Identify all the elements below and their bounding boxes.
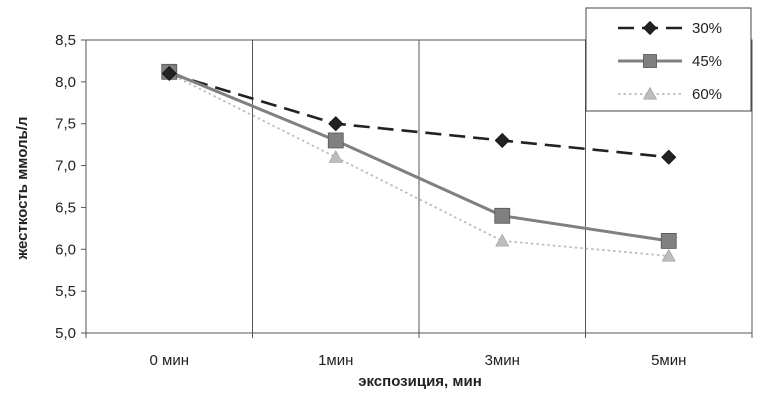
series-marker-2 <box>495 233 510 247</box>
x-tick-label: 3мин <box>485 352 520 369</box>
series-line-0 <box>168 72 669 159</box>
legend-label-0: 30% <box>692 20 722 37</box>
series-marker-0 <box>494 132 510 149</box>
x-axis-ticks: 0 мин 1мин 3мин 5мин <box>85 333 753 369</box>
x-axis-title: экспозиция, мин <box>358 373 482 390</box>
y-tick-label: 7,5 <box>55 116 76 133</box>
x-tick-label: 1мин <box>318 352 353 369</box>
series-lines <box>168 70 669 257</box>
y-tick-label: 8,5 <box>55 32 76 49</box>
legend: 30% 45% 60% <box>585 7 752 112</box>
series-marker-2 <box>328 150 343 163</box>
y-tick-label: 7,0 <box>55 158 76 175</box>
y-tick-label: 6,0 <box>55 241 76 258</box>
y-axis-title: жесткость ммоль/л <box>14 117 31 261</box>
x-tick-label: 5мин <box>651 352 686 369</box>
series-marker-0 <box>161 65 177 82</box>
series-line-1 <box>168 70 669 243</box>
legend-marker-1 <box>643 54 657 68</box>
series-marker-2 <box>661 248 676 262</box>
series-marker-0 <box>328 116 344 132</box>
y-tick-label: 5,5 <box>55 283 76 300</box>
x-tick-label: 0 мин <box>150 352 190 369</box>
y-tick-label: 5,0 <box>55 325 76 342</box>
legend-label-2: 60% <box>692 86 722 103</box>
series-markers <box>161 63 677 262</box>
y-tick-label: 8,0 <box>55 74 76 91</box>
series-marker-0 <box>661 149 677 165</box>
legend-marker-2 <box>642 86 658 100</box>
y-axis-ticks: 5,0 5,5 6,0 6,5 7,0 7,5 8,0 8,5 <box>55 32 86 342</box>
legend-marker-0 <box>642 20 658 36</box>
y-tick-label: 6,5 <box>55 199 76 216</box>
series-marker-1 <box>660 233 677 249</box>
series-marker-1 <box>494 207 511 224</box>
legend-label-1: 45% <box>692 53 722 70</box>
series-marker-1 <box>327 132 344 149</box>
